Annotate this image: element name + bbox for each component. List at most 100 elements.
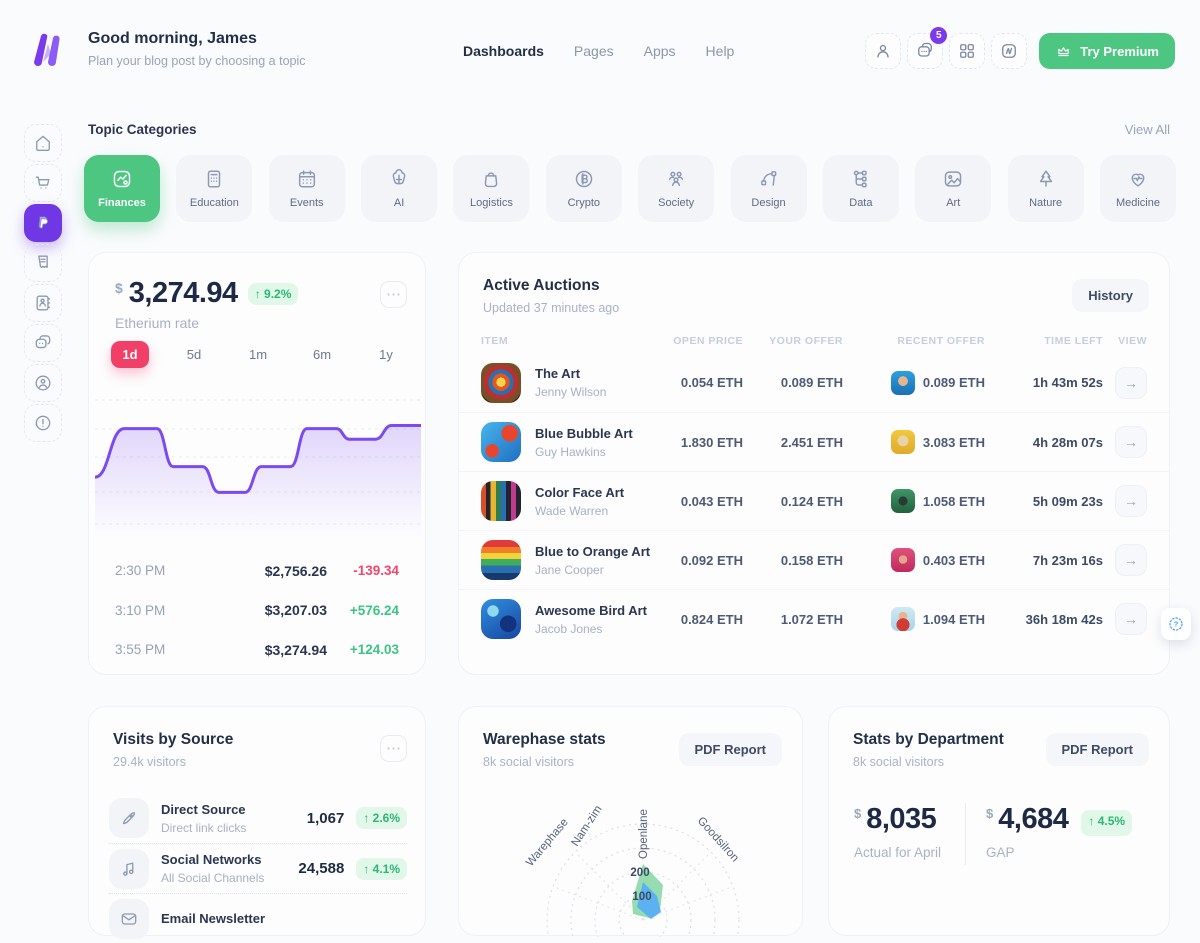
source-change-badge: ↑ 4.1% (356, 857, 407, 880)
topic-crypto[interactable]: Crypto (545, 155, 622, 222)
department-pdf-button[interactable]: PDF Report (1045, 733, 1149, 766)
topic-finances[interactable]: Finances (84, 155, 160, 222)
bidder-avatar (890, 548, 915, 572)
stats-button[interactable] (991, 33, 1028, 69)
warephase-header: Warephase stats 8k social visitors (483, 731, 606, 769)
auctions-table-header: ITEM OPEN PRICE YOUR OFFER RECENT OFFER … (459, 333, 1169, 349)
radar-label-nam-zim: Nam-zim (569, 804, 604, 849)
bitcoin-icon (575, 170, 593, 188)
currency-symbol: $ (115, 280, 123, 296)
topic-label: Crypto (567, 197, 600, 209)
warephase-title: Warephase stats (483, 731, 606, 748)
topic-design[interactable]: Design (730, 155, 807, 222)
bidder-avatar (890, 430, 915, 454)
sidebar-item-payments[interactable] (24, 204, 62, 242)
table-row: Blue to Orange Art Jane Cooper 0.092 ETH… (459, 530, 1169, 589)
your-offer: 0.158 ETH (780, 552, 843, 568)
people-icon (669, 171, 684, 187)
topic-ai[interactable]: AI (361, 155, 438, 222)
time-left: 36h 18m 42s (1025, 611, 1103, 627)
topic-medicine[interactable]: Medicine (1099, 155, 1176, 222)
topic-education[interactable]: Education (176, 155, 253, 222)
view-all-link[interactable]: View All (1124, 122, 1170, 137)
visits-subtitle: 29.4k visitors (113, 755, 186, 769)
bidder-avatar (890, 370, 915, 395)
stat-gap: $ 4,684 ↑ 4.5% GAP (986, 803, 1133, 860)
apps-grid-button[interactable] (949, 33, 986, 69)
profile-button[interactable] (865, 33, 902, 69)
nav-pages[interactable]: Pages (573, 43, 614, 59)
nav-apps[interactable]: Apps (643, 43, 676, 59)
time-left: 7h 23m 16s (1032, 552, 1103, 568)
sidebar-item-cart[interactable] (24, 164, 62, 202)
range-1m[interactable]: 1m (239, 341, 277, 368)
list-item: Social Networks All Social Channels 24,5… (109, 843, 407, 893)
etherium-value: $ 3,274.94 ↑ 9.2% (115, 277, 299, 310)
messages-button[interactable]: 5 (907, 27, 948, 69)
view-auction-button[interactable]: → (1115, 426, 1147, 458)
app-logo (28, 32, 64, 71)
bag-icon (485, 172, 498, 188)
stat-change-badge: ↑ 4.5% (1081, 810, 1133, 836)
auction-name: Awesome Bird Art (535, 602, 647, 618)
history-button[interactable]: History (1072, 279, 1149, 312)
view-auction-button[interactable]: → (1115, 366, 1147, 399)
warephase-stats-card: Warephase stats 8k social visitors PDF R… (458, 706, 803, 937)
ai-brain-icon (392, 169, 406, 185)
range-5d[interactable]: 5d (175, 341, 213, 368)
view-auction-button[interactable]: → (1115, 485, 1147, 517)
topics-title: Topic Categories (88, 122, 197, 137)
visits-more-button[interactable]: ⋯ (380, 735, 407, 762)
range-1d[interactable]: 1d (111, 341, 149, 368)
topic-label: AI (393, 197, 405, 209)
view-auction-button[interactable]: → (1115, 544, 1147, 576)
view-auction-button[interactable]: → (1115, 603, 1147, 635)
history-row: 3:10 PM $3,207.03 +576.24 (89, 591, 425, 631)
sidebar-item-invoices[interactable] (24, 244, 62, 282)
page-title: Good morning, James (88, 30, 257, 47)
open-price: 0.092 ETH (680, 552, 743, 568)
source-value: 1,067 (306, 809, 345, 827)
range-6m[interactable]: 6m (303, 341, 341, 368)
nav-help[interactable]: Help (705, 43, 735, 59)
recent-offer: 1.058 ETH (922, 493, 985, 509)
receipt-icon (38, 255, 48, 268)
col-open-price: OPEN PRICE (673, 335, 743, 347)
range-1y[interactable]: 1y (367, 341, 405, 368)
sidebar-item-home[interactable] (24, 124, 62, 162)
col-time-left: TIME LEFT (1044, 335, 1103, 347)
nav-dashboards[interactable]: Dashboards (463, 43, 544, 59)
col-recent-offer: RECENT OFFER (897, 335, 985, 347)
topic-label: Finances (98, 197, 146, 209)
warephase-pdf-button[interactable]: PDF Report (678, 733, 782, 766)
auction-artist: Jacob Jones (535, 621, 603, 636)
stat-actual: $ 8,035 Actual for April (854, 803, 941, 860)
logo-stroke-left (34, 33, 48, 66)
radar-chart: 200 100 Warephase Nam-zim Openlane Goods… (524, 804, 741, 937)
sidebar-item-contacts[interactable] (24, 284, 62, 322)
topic-art[interactable]: Art (915, 155, 992, 222)
etherium-label: Etherium rate (115, 315, 200, 331)
chart-line (95, 424, 421, 494)
help-floating-button[interactable]: ? (1161, 608, 1191, 640)
topic-society[interactable]: Society (638, 155, 715, 222)
source-name: Social Networks (161, 852, 262, 867)
try-premium-button[interactable]: Try Premium (1039, 33, 1175, 69)
auction-thumbnail (481, 362, 521, 403)
topic-nature[interactable]: Nature (1007, 155, 1084, 222)
topic-label: Design (751, 197, 786, 209)
topic-data[interactable]: Data (822, 155, 899, 222)
auction-name: The Art (535, 366, 581, 381)
top-nav: Dashboards Pages Apps Help (463, 43, 734, 59)
crown-icon (1058, 46, 1069, 56)
visits-rows: Direct Source Direct link clicks 1,067 ↑… (109, 793, 407, 943)
department-stats: $ 8,035 Actual for April $ 4,684 ↑ 4.5% … (854, 803, 1133, 865)
topic-logistics[interactable]: Logistics (453, 155, 530, 222)
chart-area (95, 425, 421, 538)
sidebar-item-messages[interactable] (24, 324, 62, 362)
topic-events[interactable]: Events (268, 155, 345, 222)
sidebar-item-account[interactable] (24, 364, 62, 402)
heart-pulse-icon (1131, 173, 1145, 187)
sidebar-item-alerts[interactable] (24, 404, 62, 442)
etherium-more-button[interactable]: ⋯ (380, 281, 407, 308)
